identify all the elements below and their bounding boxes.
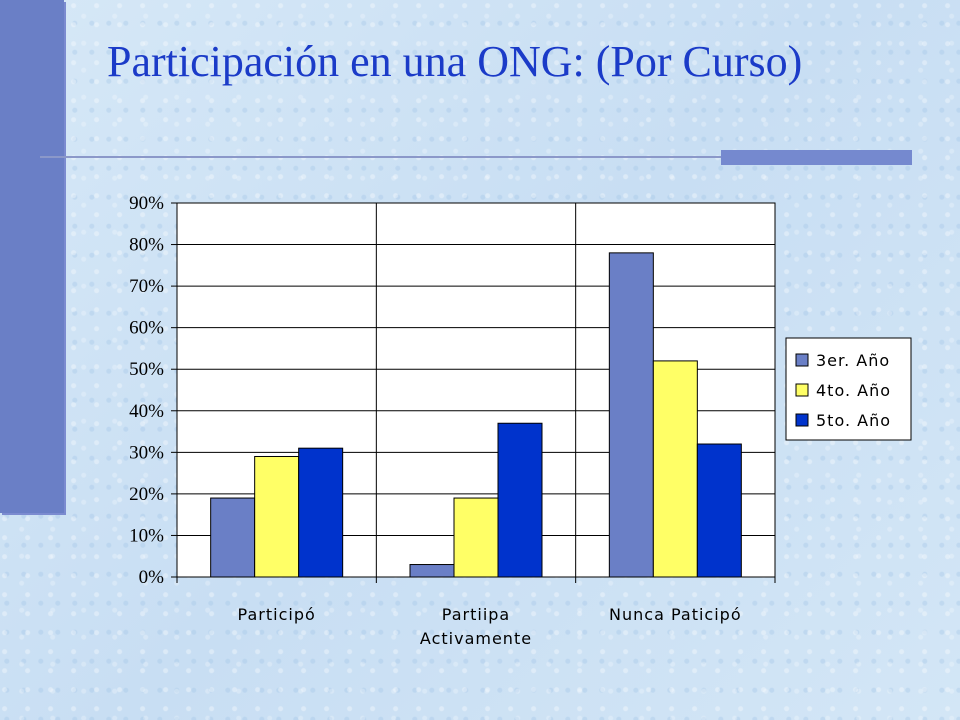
category-label: Activamente xyxy=(420,629,532,648)
legend-label: 3er. Año xyxy=(816,351,890,370)
y-tick-label: 60% xyxy=(129,318,164,339)
category-label: Participó xyxy=(238,605,316,624)
category-label: Nunca Paticipó xyxy=(609,605,742,624)
bar xyxy=(453,497,499,578)
legend-label: 4to. Año xyxy=(816,381,891,400)
plot-frame xyxy=(176,202,776,578)
y-tick-label: 70% xyxy=(129,276,164,297)
divider-accent-block xyxy=(721,150,912,165)
category-label: Partiipa xyxy=(442,605,510,624)
y-tick-label: 80% xyxy=(129,235,164,256)
y-tick-label: 10% xyxy=(129,525,164,546)
legend-label: 5to. Año xyxy=(816,411,891,430)
legend-swatch xyxy=(795,413,809,427)
y-tick-label: 30% xyxy=(129,442,164,463)
y-tick-label: 20% xyxy=(129,484,164,505)
y-tick-label: 40% xyxy=(129,401,164,422)
bar xyxy=(254,455,300,578)
slide-title: Participación en una ONG: (Por Curso) xyxy=(107,37,803,86)
bar xyxy=(210,497,256,578)
bar xyxy=(409,564,455,578)
accent-bar xyxy=(0,0,64,513)
bar xyxy=(608,252,654,578)
y-tick-label: 50% xyxy=(129,359,164,380)
y-tick-label: 90% xyxy=(129,193,164,214)
y-tick-label: 0% xyxy=(139,567,165,588)
bar xyxy=(298,447,344,578)
bar xyxy=(652,360,698,578)
legend-swatch xyxy=(795,353,809,367)
legend-swatch xyxy=(795,383,809,397)
bar xyxy=(696,443,742,578)
bar xyxy=(497,422,543,578)
title-divider xyxy=(40,156,912,158)
